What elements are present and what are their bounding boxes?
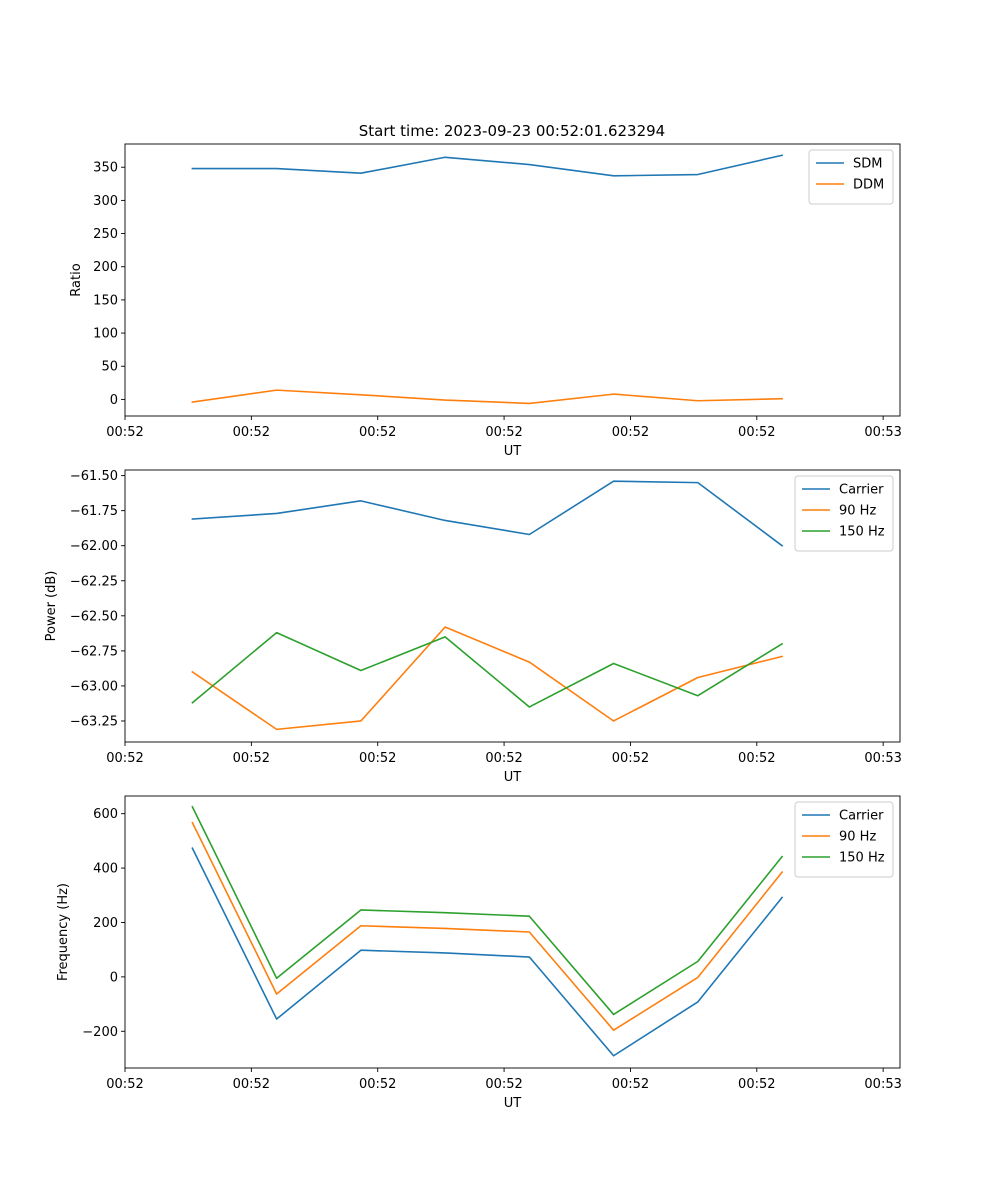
x-tick-label: 00:52 — [485, 425, 522, 440]
chart-title: Start time: 2023-09-23 00:52:01.623294 — [359, 122, 665, 140]
x-tick-label: 00:52 — [233, 1077, 270, 1092]
y-tick-label: −62.75 — [70, 644, 118, 659]
axes-frame — [124, 469, 901, 743]
y-tick-label: −62.00 — [70, 539, 118, 554]
y-axis-label: Frequency (Hz) — [56, 883, 71, 981]
series-line-90-hz — [191, 821, 784, 1031]
x-tick-label: 00:52 — [106, 751, 143, 766]
x-tick-label: 00:53 — [864, 751, 901, 766]
legend: SDM DDM — [808, 149, 894, 205]
y-tick-label: −63.00 — [70, 679, 118, 694]
x-tick-label: 00:52 — [612, 1077, 649, 1092]
x-tick-label: 00:52 — [233, 425, 270, 440]
legend-label-ddm: DDM — [853, 178, 884, 193]
x-tick-label: 00:52 — [738, 425, 775, 440]
legend-label-90-hz: 90 Hz — [839, 504, 876, 519]
x-tick-label: 00:52 — [738, 1077, 775, 1092]
y-axis-label: Power (dB) — [44, 571, 59, 642]
chart-panel-1: 00:52 00:52 00:52 00:52 00:52 00:52 00:53 0 50 10… — [69, 143, 902, 459]
x-tick-label: 00:52 — [359, 751, 396, 766]
x-tick-label: 00:52 — [106, 1077, 143, 1092]
legend-box — [794, 475, 894, 552]
y-tick-label: 600 — [93, 807, 118, 822]
x-tick-label: 00:52 — [359, 1077, 396, 1092]
x-tick-label: 00:52 — [485, 1077, 522, 1092]
y-tick-label: −62.50 — [70, 609, 118, 624]
y-tick-label: 0 — [110, 393, 118, 408]
series-line-ddm — [191, 389, 783, 405]
x-axis-label: UT — [504, 444, 522, 459]
series-line-carrier — [191, 480, 784, 547]
y-tick-label: 200 — [93, 916, 118, 931]
y-tick-label: −200 — [82, 1025, 118, 1040]
x-tick-label: 00:52 — [359, 425, 396, 440]
axes-frame — [124, 795, 901, 1069]
legend-label-carrier: Carrier — [839, 809, 884, 824]
x-tick-label: 00:53 — [864, 425, 901, 440]
x-axis-label: UT — [504, 1096, 522, 1111]
legend: Carrier 90 Hz 150 Hz — [794, 475, 894, 552]
x-tick-label: 00:52 — [485, 751, 522, 766]
series-line-carrier — [191, 847, 784, 1057]
plot-area — [125, 470, 900, 742]
y-tick-label: 100 — [93, 327, 118, 342]
plot-area — [125, 144, 900, 416]
y-tick-label: 350 — [93, 161, 118, 176]
chart-panel-3: 00:52 00:52 00:52 00:52 00:52 00:52 00:53 −200 0… — [56, 795, 902, 1111]
y-tick-label: 200 — [93, 260, 118, 275]
series-line-150-hz — [191, 631, 784, 708]
y-tick-label: 400 — [93, 862, 118, 877]
legend-label-150-hz: 150 Hz — [839, 851, 885, 866]
y-tick-label: 50 — [101, 360, 118, 375]
series-line-90-hz — [191, 626, 784, 731]
legend-label-sdm: SDM — [853, 157, 882, 172]
legend-box — [794, 801, 894, 878]
y-tick-label: −63.25 — [70, 714, 118, 729]
y-tick-label: 250 — [93, 227, 118, 242]
y-tick-label: 300 — [93, 194, 118, 209]
legend-label-90-hz: 90 Hz — [839, 830, 876, 845]
y-tick-label: −61.50 — [70, 469, 118, 484]
x-tick-label: 00:52 — [612, 425, 649, 440]
x-tick-label: 00:52 — [612, 751, 649, 766]
y-tick-label: 150 — [93, 293, 118, 308]
legend: Carrier 90 Hz 150 Hz — [794, 801, 894, 878]
y-axis-label: Ratio — [69, 263, 84, 296]
y-tick-label: −62.25 — [70, 574, 118, 589]
y-tick-label: −61.75 — [70, 504, 118, 519]
legend-label-150-hz: 150 Hz — [839, 525, 885, 540]
y-tick-label: 0 — [110, 970, 118, 985]
x-axis-label: UT — [504, 770, 522, 785]
x-tick-label: 00:52 — [233, 751, 270, 766]
x-tick-label: 00:52 — [106, 425, 143, 440]
series-line-150-hz — [191, 805, 784, 1016]
x-tick-label: 00:53 — [864, 1077, 901, 1092]
series-line-sdm — [191, 154, 784, 177]
legend-label-carrier: Carrier — [839, 483, 884, 498]
chart-panel-2: 00:52 00:52 00:52 00:52 00:52 00:52 00:53 −63.2… — [44, 469, 902, 785]
x-tick-label: 00:52 — [738, 751, 775, 766]
axes-frame — [124, 143, 901, 417]
